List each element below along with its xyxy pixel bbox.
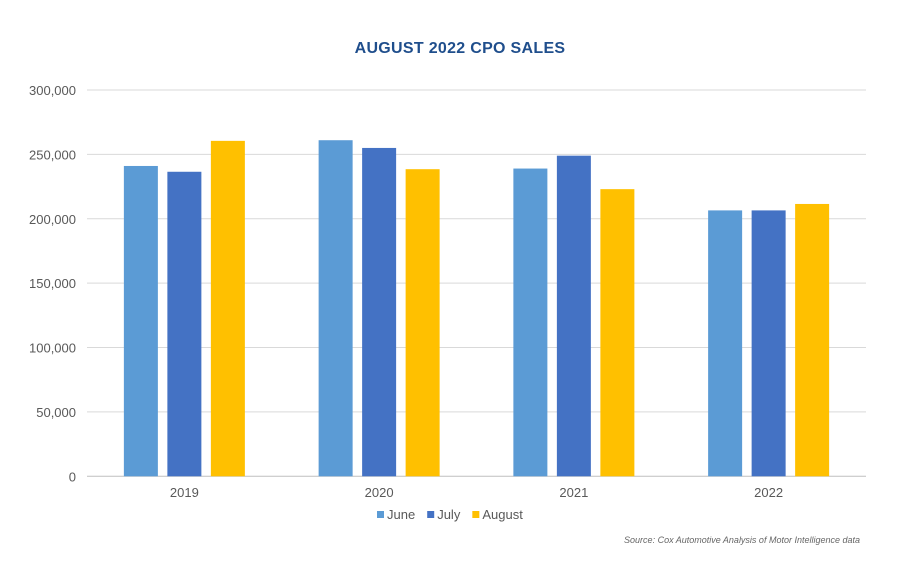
legend-swatch-june (377, 511, 384, 518)
bar-august-2019 (210, 140, 245, 477)
x-tick-label: 2022 (754, 485, 783, 500)
bar-june-2019 (123, 165, 158, 477)
y-tick-label: 150,000 (29, 276, 76, 291)
y-tick-label: 50,000 (36, 405, 76, 420)
bar-july-2021 (556, 155, 591, 477)
bar-july-2019 (167, 171, 202, 477)
y-tick-label: 100,000 (29, 341, 76, 356)
legend-swatch-july (427, 511, 435, 518)
y-tick-label: 0 (69, 469, 76, 484)
x-tick-label: 2020 (365, 485, 394, 500)
chart-title: AUGUST 2022 CPO SALES (354, 40, 566, 57)
y-tick-label: 200,000 (29, 212, 76, 227)
y-tick-label: 300,000 (29, 83, 76, 98)
source-note: Source: Cox Automotive Analysis of Motor… (624, 535, 860, 545)
bar-june-2020 (318, 140, 353, 477)
legend-swatch-august (472, 511, 480, 518)
bar-june-2021 (513, 168, 548, 477)
bar-august-2020 (405, 169, 440, 477)
y-tick-label: 250,000 (29, 147, 76, 162)
legend-label-june: June (387, 507, 415, 522)
bar-august-2022 (795, 203, 830, 477)
legend-label-august: August (482, 507, 523, 522)
bar-july-2022 (751, 210, 786, 477)
legend-label-july: July (437, 507, 461, 522)
x-tick-label: 2019 (170, 485, 199, 500)
bar-august-2021 (600, 189, 635, 477)
bar-july-2020 (362, 147, 397, 477)
x-tick-label: 2021 (559, 485, 588, 500)
bar-june-2022 (708, 210, 743, 477)
